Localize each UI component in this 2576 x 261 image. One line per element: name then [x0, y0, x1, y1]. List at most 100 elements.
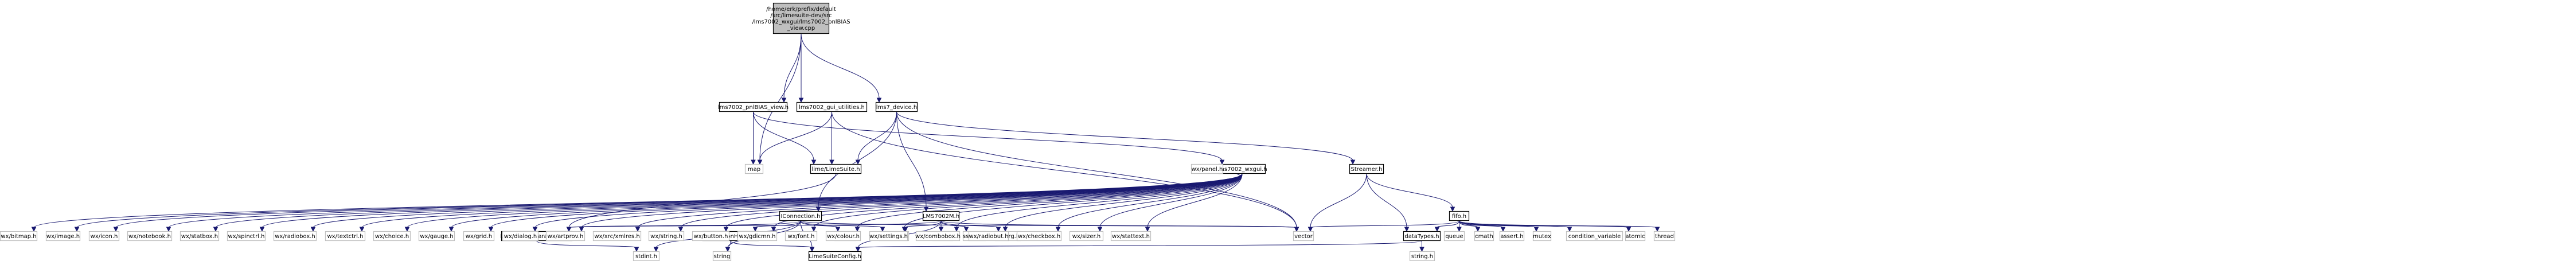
node-label: wx/notebook.h — [128, 233, 171, 240]
node-limesuiteconfig-h[interactable]: LimeSuiteConfig.h — [808, 251, 862, 261]
edge-lms7-device-h-to-streamer-h — [896, 111, 1353, 161]
node-wx-combobox-h: wx/combobox.h — [915, 231, 961, 241]
edge-arrowhead — [771, 227, 776, 232]
node-label: /src/limesuite-dev/src — [770, 13, 832, 19]
node-gui-utilities-h[interactable]: lms7002_gui_utilities.h — [796, 102, 868, 112]
node-wx-choice-h: wx/choice.h — [373, 231, 411, 241]
edge-arrowhead — [1097, 227, 1103, 232]
node-box — [915, 231, 961, 241]
node-atomic: atomic — [1625, 231, 1646, 241]
node-box — [779, 211, 822, 221]
node-label: LMS7002M.h — [923, 213, 959, 220]
node-string: string — [712, 251, 732, 261]
node-wx-image-h: wx/image.h — [45, 231, 81, 241]
node-lms7-device-h[interactable]: lms7_device.h — [875, 102, 918, 112]
node-lms7002m-h[interactable]: LMS7002M.h — [922, 211, 960, 221]
node-wx-sizer-h: wx/sizer.h — [1069, 231, 1104, 241]
edge-arrowhead — [811, 159, 817, 165]
node-queue: queue — [1443, 231, 1465, 241]
edge-arrowhead — [579, 227, 584, 232]
edge-arrowhead — [1654, 227, 1660, 232]
edge-arrowhead — [751, 159, 756, 165]
node-box — [784, 231, 818, 241]
node-datatypes-h[interactable]: dataTypes.h — [1403, 231, 1441, 241]
edge-lms7002-wxgui-h-to-wx-sizer-h — [1099, 173, 1243, 228]
node-pnlbias-view-h[interactable]: lms7002_pnlBIAS_view.h — [718, 102, 789, 112]
edge-arrowhead — [855, 159, 861, 165]
node-box — [179, 231, 220, 241]
edge-arrowhead — [798, 98, 804, 103]
edge-arrowhead — [359, 227, 365, 232]
node-label: LimeSuiteConfig.h — [809, 254, 861, 260]
node-label: assert.h — [1500, 233, 1523, 240]
edge-arrowhead — [1219, 159, 1225, 165]
edge-arrowhead — [1434, 227, 1440, 232]
node-box — [0, 231, 38, 241]
node-string-h: string.h — [1409, 251, 1435, 261]
edge-arrowhead — [781, 98, 787, 103]
node-lms7002-wxgui-h[interactable]: lms7002_wxgui.h — [1217, 163, 1267, 174]
node-label: cmath — [1475, 233, 1493, 240]
node-wx-gdicmn-h: wx/gdicmn.h — [737, 231, 778, 241]
node-cmath: cmath — [1474, 231, 1494, 241]
edge-arrowhead — [31, 227, 37, 232]
edge-lms7-device-h-to-lms7002m-h — [896, 111, 927, 208]
node-label: wx/artprov.h — [548, 233, 584, 240]
node-label: wx/bitmap.h — [1, 233, 36, 240]
node-label: wx/combobox.h — [915, 233, 961, 240]
node-box — [968, 231, 1009, 241]
edge-fifo-h-to-thread — [1459, 220, 1658, 228]
node-label: wx/radiobut.h — [969, 233, 1008, 240]
node-box — [1069, 231, 1104, 241]
node-label: wx/string.h — [650, 233, 682, 240]
edge-arrowhead — [310, 227, 316, 232]
edge-lms7002-wxgui-h-to-wx-combobox-h — [956, 173, 1243, 228]
node-iconnection-h[interactable]: IConnection.h — [779, 211, 822, 221]
node-streamer-h[interactable]: Streamer.h — [1349, 163, 1384, 174]
node-root[interactable]: /home/erk/prefix/default/src/limesuite-d… — [752, 2, 850, 34]
edge-arrowhead — [404, 227, 410, 232]
node-box — [825, 231, 861, 241]
edge-lms7002-wxgui-h-to-wx-stattext-h — [1147, 173, 1243, 228]
edge-arrowhead — [809, 247, 815, 252]
node-wx-notebook-h: wx/notebook.h — [127, 231, 173, 241]
node-box — [810, 163, 862, 174]
node-wx-settings-h: wx/settings.h — [869, 231, 908, 241]
node-wx-stattext-h: wx/stattext.h — [1110, 231, 1152, 241]
node-label: wx/icon.h — [91, 233, 118, 240]
node-wx-spinctrl-h: wx/spinctrl.h — [227, 231, 266, 241]
node-box — [45, 231, 81, 241]
node-lime-limesuite-h[interactable]: lime/LimeSuite.h — [810, 163, 862, 174]
node-box — [127, 231, 173, 241]
node-label: lms7002_wxgui.h — [1217, 166, 1267, 173]
edge-arrowhead — [1457, 227, 1462, 232]
node-box — [719, 102, 788, 112]
node-label: wx/dialog.h — [504, 233, 537, 240]
node-label: stdint.h — [635, 254, 657, 260]
edge-fifo-h-to-mutex — [1459, 220, 1537, 228]
node-fifo-h[interactable]: fifo.h — [1449, 211, 1470, 221]
node-box — [227, 231, 266, 241]
node-label: wx/spinctrl.h — [228, 233, 265, 240]
edge-lms7002-wxgui-h-to-wx-colour-h — [857, 173, 1243, 228]
edge-arrowhead — [752, 227, 758, 232]
node-box — [418, 231, 455, 241]
node-wx-xrc-xmlres-h: wx/xrc/xmlres.h — [592, 231, 642, 241]
node-label: wx/settings.h — [869, 233, 908, 240]
node-box — [373, 231, 411, 241]
node-label: wx/textctrl.h — [327, 233, 363, 240]
node-label: fifo.h — [1452, 213, 1466, 220]
edge-lms7-device-h-to-vector — [896, 111, 1297, 228]
edge-arrowhead — [757, 159, 763, 165]
node-box — [1016, 231, 1062, 241]
edge-arrowhead — [1145, 227, 1150, 232]
edge-root-to-lms7-device-h — [801, 33, 880, 99]
node-box — [875, 102, 918, 112]
edge-arrowhead — [678, 227, 684, 232]
node-label: wx/xrc/xmlres.h — [594, 233, 639, 240]
node-label: wx/gauge.h — [420, 233, 453, 240]
edge-pnlbias-view-h-to-lms7002-wxgui-h — [753, 111, 1223, 161]
edge-arrowhead — [113, 227, 119, 232]
edge-lms7002-wxgui-h-to-wx-dialog-h — [534, 173, 1243, 228]
edge-pnlbias-view-h-to-lime-limesuite-h — [753, 111, 814, 161]
